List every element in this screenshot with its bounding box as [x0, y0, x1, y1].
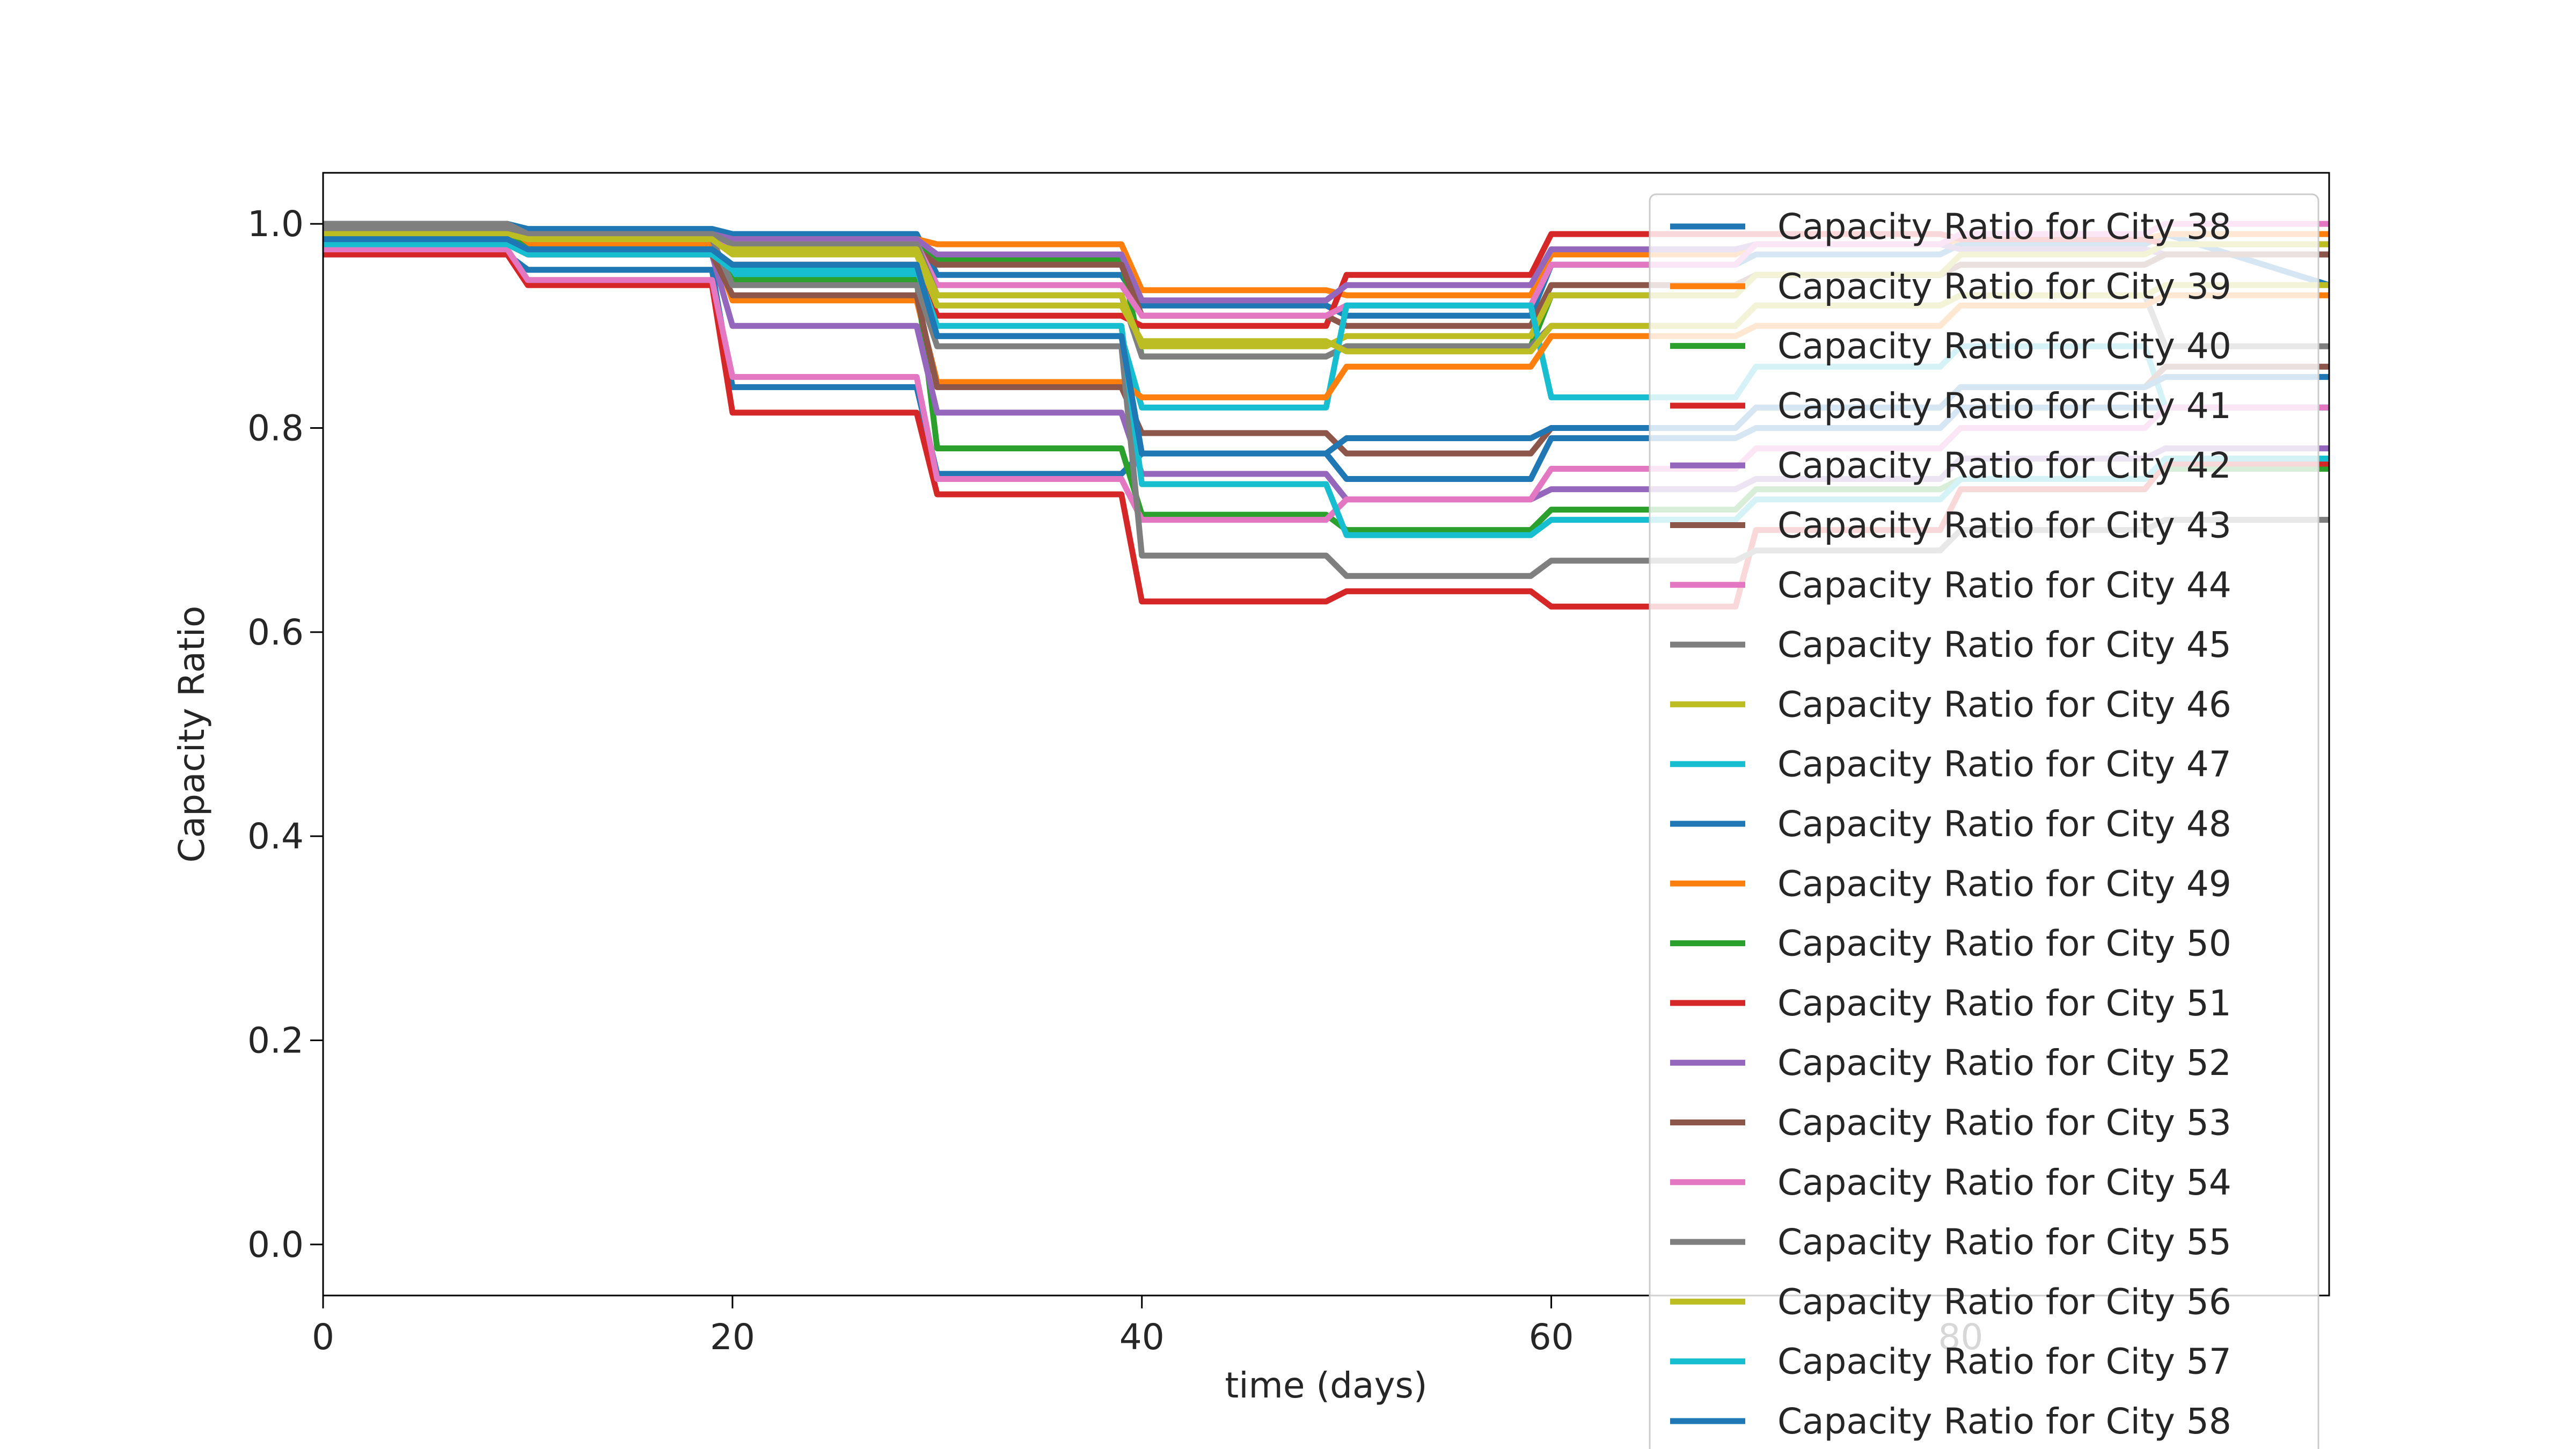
legend: Capacity Ratio for City 38 Capacity Ratio… — [1649, 193, 2319, 1449]
x-tick-label: 0 — [312, 1316, 334, 1358]
y-tick-label: 0.8 — [247, 407, 304, 449]
legend-label: Capacity Ratio for City 40 — [1777, 326, 2231, 367]
x-tick-label: 20 — [710, 1316, 755, 1358]
x-tick-label: 60 — [1529, 1316, 1574, 1358]
y-tick-label: 0.4 — [247, 816, 304, 857]
legend-label: Capacity Ratio for City 53 — [1777, 1102, 2231, 1144]
legend-label: Capacity Ratio for City 41 — [1777, 385, 2231, 427]
legend-label: Capacity Ratio for City 58 — [1777, 1401, 2231, 1442]
y-axis-label: Capacity Ratio — [171, 606, 213, 863]
legend-box — [1649, 193, 2319, 1449]
y-tick-label: 0.6 — [247, 612, 304, 653]
legend-label: Capacity Ratio for City 56 — [1777, 1281, 2231, 1322]
legend-label: Capacity Ratio for City 52 — [1777, 1042, 2231, 1084]
legend-label: Capacity Ratio for City 46 — [1777, 684, 2231, 725]
y-tick-label: 0.2 — [247, 1020, 304, 1062]
legend-label: Capacity Ratio for City 49 — [1777, 863, 2231, 904]
y-tick-label: 1.0 — [247, 203, 304, 245]
legend-label: Capacity Ratio for City 38 — [1777, 206, 2231, 247]
axes — [322, 172, 2330, 1297]
y-axis-ticks: 0.0 0.2 0.4 0.6 0.8 1.0 — [247, 203, 323, 1265]
legend-label: Capacity Ratio for City 39 — [1777, 266, 2231, 307]
legend-label: Capacity Ratio for City 45 — [1777, 624, 2231, 665]
legend-label: Capacity Ratio for City 51 — [1777, 983, 2231, 1024]
legend-label: Capacity Ratio for City 54 — [1777, 1162, 2231, 1203]
y-tick-label: 0.0 — [247, 1224, 304, 1265]
legend-label: Capacity Ratio for City 42 — [1777, 445, 2231, 486]
x-tick-label: 40 — [1119, 1316, 1165, 1358]
legend-label: Capacity Ratio for City 57 — [1777, 1341, 2231, 1382]
legend-label: Capacity Ratio for City 44 — [1777, 565, 2231, 606]
legend-label: Capacity Ratio for City 48 — [1777, 803, 2231, 845]
legend-label: Capacity Ratio for City 55 — [1777, 1221, 2231, 1263]
x-axis-label: time (days) — [1225, 1365, 1427, 1406]
legend-label: Capacity Ratio for City 47 — [1777, 744, 2231, 785]
plot-frame — [322, 172, 2330, 1297]
legend-label: Capacity Ratio for City 50 — [1777, 923, 2231, 964]
legend-label: Capacity Ratio for City 43 — [1777, 505, 2231, 546]
